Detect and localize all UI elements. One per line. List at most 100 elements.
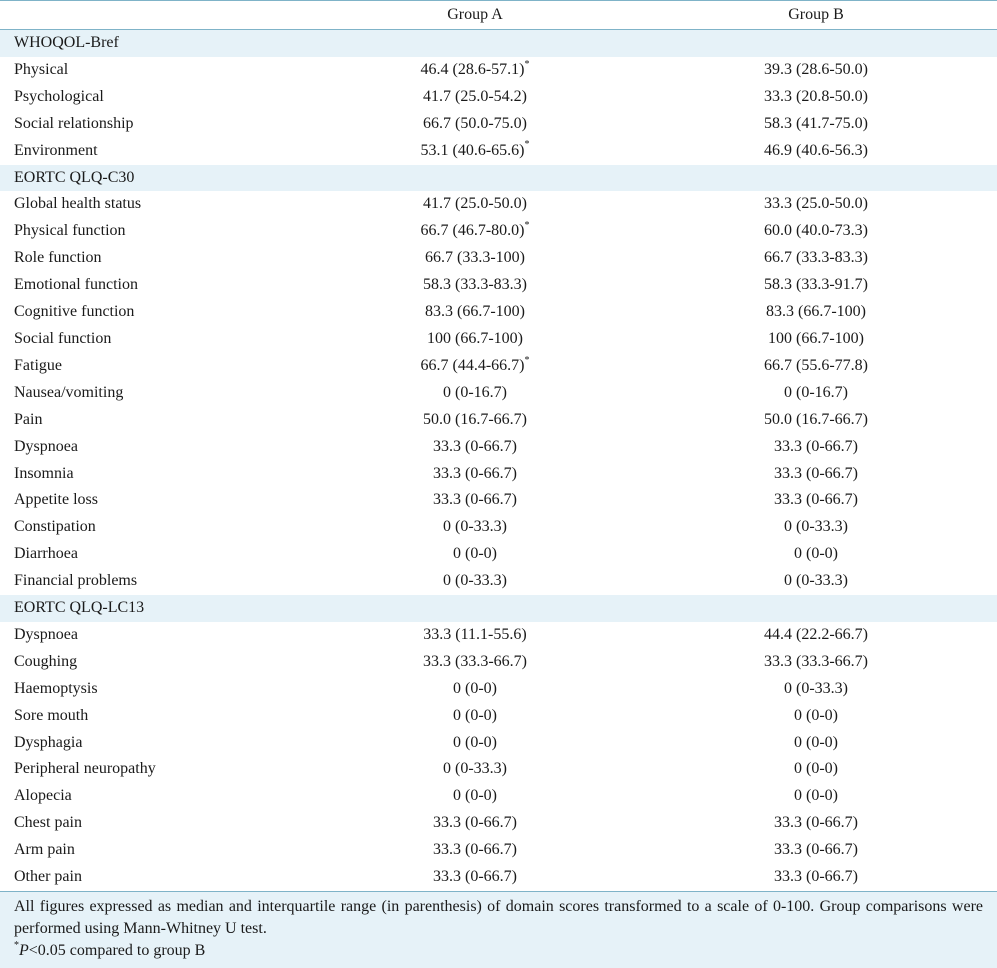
- table-row: Chest pain 33.3 (0-66.7) 33.3 (0-66.7): [0, 810, 997, 838]
- group-b-value: 33.3 (0-66.7): [774, 464, 858, 482]
- group-a-cell: 50.0 (16.7-66.7): [315, 406, 635, 434]
- group-b-value: 58.3 (33.3-91.7): [764, 276, 868, 294]
- group-b-cell: 58.3 (41.7-75.0): [635, 110, 997, 138]
- group-a-value: 41.7 (25.0-54.2): [423, 87, 527, 105]
- footnote-text: All figures expressed as median and inte…: [14, 898, 983, 937]
- row-label: Dyspnoea: [0, 433, 315, 461]
- group-b-value: 33.3 (0-66.7): [774, 437, 858, 455]
- group-b-cell: 0 (0-0): [635, 702, 997, 730]
- group-b-cell: 60.0 (40.0-73.3): [635, 218, 997, 246]
- row-label: Insomnia: [0, 460, 315, 488]
- table-row: Social relationship 66.7 (50.0-75.0) 58.3 …: [0, 110, 997, 138]
- group-a-cell: 0 (0-0): [315, 783, 635, 811]
- group-a-value: 33.3 (0-66.7): [433, 464, 517, 482]
- group-b-cell: 33.3 (0-66.7): [635, 460, 997, 488]
- group-b-value: 33.3 (25.0-50.0): [764, 195, 868, 213]
- table-row: Coughing 33.3 (33.3-66.7) 33.3 (33.3-66.7): [0, 648, 997, 676]
- group-a-cell: 33.3 (33.3-66.7): [315, 648, 635, 676]
- row-label: Global health status: [0, 191, 315, 219]
- group-a-cell: 66.7 (46.7-80.0)*: [315, 218, 635, 246]
- group-b-cell: 0 (0-16.7): [635, 379, 997, 407]
- group-b-cell: 33.3 (0-66.7): [635, 837, 997, 865]
- group-b-cell: 33.3 (0-66.7): [635, 487, 997, 515]
- group-b-value: 33.3 (33.3-66.7): [764, 652, 868, 670]
- group-b-value: 0 (0-0): [794, 706, 838, 724]
- group-a-value: 66.7 (44.4-66.7): [420, 356, 525, 374]
- table-row: Constipation 0 (0-33.3) 0 (0-33.3): [0, 514, 997, 542]
- row-label: Arm pain: [0, 837, 315, 865]
- group-b-cell: 0 (0-33.3): [635, 568, 997, 596]
- group-a-cell: 66.7 (50.0-75.0): [315, 110, 635, 138]
- group-a-cell: 33.3 (0-66.7): [315, 810, 635, 838]
- group-a-value: 33.3 (0-66.7): [433, 437, 517, 455]
- group-b-cell: 33.3 (25.0-50.0): [635, 191, 997, 219]
- group-a-cell: 0 (0-33.3): [315, 568, 635, 596]
- group-a-value: 0 (0-0): [453, 733, 497, 751]
- row-label: Physical: [0, 56, 315, 84]
- header-group-b: Group B: [788, 6, 844, 23]
- footnote-significance: *P<0.05 compared to group B: [14, 940, 983, 962]
- row-label: Appetite loss: [0, 487, 315, 515]
- group-b-cell: 0 (0-0): [635, 756, 997, 784]
- table-row: Nausea/vomiting 0 (0-16.7) 0 (0-16.7): [0, 379, 997, 407]
- table-row: Physical function 66.7 (46.7-80.0)* 60.0 (…: [0, 218, 997, 246]
- group-b-value: 83.3 (66.7-100): [766, 303, 866, 321]
- group-a-value: 33.3 (0-66.7): [433, 814, 517, 832]
- row-label: Alopecia: [0, 783, 315, 811]
- group-b-cell: 33.3 (33.3-66.7): [635, 648, 997, 676]
- group-b-value: 33.3 (0-66.7): [774, 814, 858, 832]
- group-b-cell: 0 (0-0): [635, 783, 997, 811]
- row-label: Coughing: [0, 648, 315, 676]
- table-row: Pain 50.0 (16.7-66.7) 50.0 (16.7-66.7): [0, 406, 997, 434]
- results-table: Group A Group B WHOQOL-Bref Physical 46.4 …: [0, 0, 997, 893]
- table-row: Emotional function 58.3 (33.3-83.3) 58.3 (…: [0, 272, 997, 300]
- significance-mark: *: [524, 139, 530, 151]
- group-a-cell: 0 (0-16.7): [315, 379, 635, 407]
- group-a-value: 83.3 (66.7-100): [425, 303, 525, 321]
- group-b-value: 50.0 (16.7-66.7): [764, 410, 868, 428]
- section-title: EORTC QLQ-C30: [0, 164, 997, 192]
- row-label: Other pain: [0, 864, 315, 893]
- table-row: Global health status 41.7 (25.0-50.0) 33.3…: [0, 191, 997, 219]
- group-a-cell: 46.4 (28.6-57.1)*: [315, 56, 635, 84]
- table-row: Dyspnoea 33.3 (11.1-55.6) 44.4 (22.2-66.7): [0, 621, 997, 649]
- group-b-value: 0 (0-33.3): [784, 518, 848, 536]
- group-a-value: 0 (0-0): [453, 706, 497, 724]
- group-a-cell: 33.3 (0-66.7): [315, 460, 635, 488]
- table-row: Fatigue 66.7 (44.4-66.7)* 66.7 (55.6-77.8): [0, 352, 997, 380]
- group-b-cell: 83.3 (66.7-100): [635, 299, 997, 326]
- group-a-cell: 41.7 (25.0-54.2): [315, 83, 635, 111]
- group-b-value: 0 (0-0): [794, 760, 838, 778]
- header-group-a: Group A: [447, 6, 503, 23]
- group-a-value: 46.4 (28.6-57.1): [420, 60, 525, 78]
- row-label: Social function: [0, 325, 315, 353]
- group-b-value: 100 (66.7-100): [768, 329, 864, 347]
- group-a-cell: 33.3 (0-66.7): [315, 487, 635, 515]
- group-b-cell: 66.7 (33.3-83.3): [635, 245, 997, 273]
- group-b-cell: 66.7 (55.6-77.8): [635, 352, 997, 380]
- group-a-cell: 0 (0-33.3): [315, 756, 635, 784]
- row-label: Dyspnoea: [0, 621, 315, 649]
- section-header-row: WHOQOL-Bref: [0, 29, 997, 57]
- table-row: Haemoptysis 0 (0-0) 0 (0-33.3): [0, 675, 997, 703]
- group-a-cell: 0 (0-0): [315, 729, 635, 757]
- group-a-value: 100 (66.7-100): [427, 329, 523, 347]
- row-label: Social relationship: [0, 110, 315, 138]
- group-a-value: 0 (0-0): [453, 545, 497, 563]
- row-label: Dysphagia: [0, 729, 315, 757]
- group-a-cell: 66.7 (33.3-100): [315, 245, 635, 273]
- group-a-value: 33.3 (0-66.7): [433, 491, 517, 509]
- group-b-value: 66.7 (55.6-77.8): [764, 356, 868, 374]
- footnote-sig-text: <0.05 compared to group B: [28, 942, 206, 959]
- group-a-value: 0 (0-33.3): [443, 518, 507, 536]
- table-row: Dyspnoea 33.3 (0-66.7) 33.3 (0-66.7): [0, 433, 997, 461]
- row-label: Diarrhoea: [0, 541, 315, 569]
- row-label: Psychological: [0, 83, 315, 111]
- row-label: Environment: [0, 137, 315, 165]
- group-a-value: 50.0 (16.7-66.7): [423, 410, 527, 428]
- group-a-value: 66.7 (46.7-80.0): [420, 222, 525, 240]
- group-b-value: 0 (0-16.7): [784, 383, 848, 401]
- group-b-value: 46.9 (40.6-56.3): [764, 141, 868, 159]
- group-a-cell: 53.1 (40.6-65.6)*: [315, 137, 635, 165]
